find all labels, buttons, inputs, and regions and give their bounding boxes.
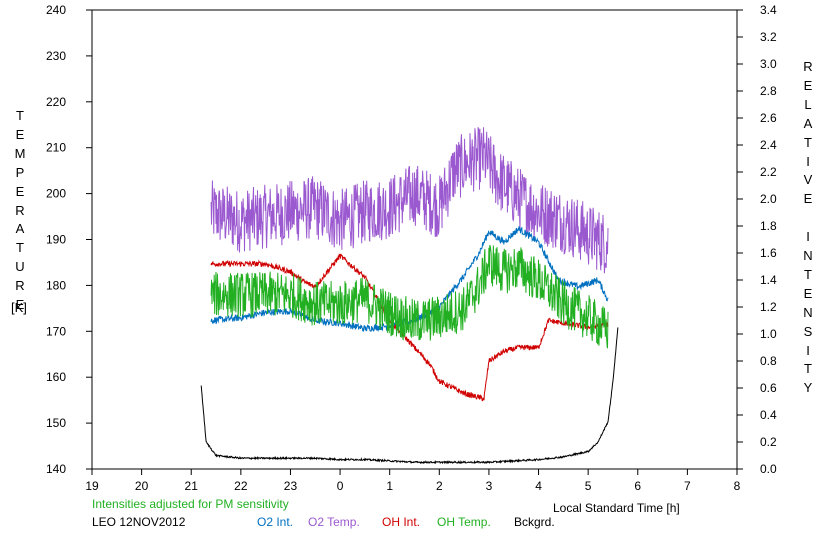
series-bckgrd bbox=[200, 327, 619, 465]
sensitivity-note: Intensities adjusted for PM sensitivity bbox=[92, 497, 289, 511]
right-tick-label: 0.4 bbox=[760, 408, 777, 422]
right-tick-label: 1.6 bbox=[760, 246, 777, 260]
right-tick-label: 0.2 bbox=[760, 435, 777, 449]
x-tick-label: 20 bbox=[135, 479, 149, 493]
right-title-letter: T bbox=[804, 266, 812, 282]
right-tick-label: 2.0 bbox=[760, 192, 777, 206]
left-tick-label: 230 bbox=[46, 49, 66, 63]
right-tick-label: 3.0 bbox=[760, 57, 777, 71]
left-axis-title: T E M P E R A T U R E bbox=[12, 107, 28, 315]
right-tick-label: 0.0 bbox=[760, 462, 777, 476]
left-tick-label: 220 bbox=[46, 95, 66, 109]
right-title-letter: V bbox=[803, 172, 813, 188]
left-title-letter: A bbox=[15, 221, 25, 237]
right-title-letter: E bbox=[803, 285, 813, 301]
right-title-letter: E bbox=[803, 77, 813, 93]
right-tick-label: 3.2 bbox=[760, 30, 777, 44]
right-title-letter: N bbox=[803, 248, 813, 264]
right-title-letter: R bbox=[803, 59, 813, 74]
left-tick-label: 150 bbox=[46, 416, 66, 430]
left-title-letter: E bbox=[15, 126, 25, 142]
left-tick-label: 190 bbox=[46, 233, 66, 247]
legend-oh-temp: OH Temp. bbox=[437, 515, 491, 529]
right-tick-label: 2.6 bbox=[760, 111, 777, 125]
left-tick-label: 170 bbox=[46, 324, 66, 338]
right-title-letter bbox=[800, 209, 816, 228]
right-title-letter: L bbox=[804, 96, 812, 112]
x-axis-title: Local Standard Time [h] bbox=[553, 501, 680, 515]
left-tick-label: 200 bbox=[46, 187, 66, 201]
right-tick-label: 0.6 bbox=[760, 381, 777, 395]
left-title-letter: E bbox=[15, 183, 25, 199]
x-tick-label: 6 bbox=[634, 479, 641, 493]
x-tick-label: 22 bbox=[234, 479, 248, 493]
x-tick-label: 0 bbox=[337, 479, 344, 493]
right-title-letter: E bbox=[803, 191, 813, 207]
right-title-letter: T bbox=[804, 134, 812, 150]
x-tick-label: 23 bbox=[284, 479, 298, 493]
legend-oh-int: OH Int. bbox=[382, 515, 420, 529]
x-tick-label: 8 bbox=[734, 479, 741, 493]
right-tick-label: 1.8 bbox=[760, 219, 777, 233]
right-title-letter: I bbox=[806, 342, 810, 358]
left-title-letter: T bbox=[16, 108, 24, 123]
left-title-letter: R bbox=[15, 278, 25, 294]
series-oh-temp bbox=[210, 244, 609, 349]
right-axis-title: R E L A T I V E I N T E N S I T Y bbox=[800, 58, 816, 398]
left-tick-label: 160 bbox=[46, 370, 66, 384]
x-tick-label: 1 bbox=[386, 479, 393, 493]
right-axis: 0.0 0.2 0.4 0.6 0.8 1.0 1.2 1.4 1.6 1.8 2.0 2.2 2.4 2… bbox=[737, 3, 777, 476]
x-tick-label: 19 bbox=[85, 479, 99, 493]
left-tick-label: 140 bbox=[46, 462, 66, 476]
right-title-letter: I bbox=[806, 153, 810, 169]
right-title-letter: I bbox=[806, 229, 810, 245]
left-axis: 140 150 160 170 180 190 200 210 220 230 240 bbox=[46, 3, 92, 476]
series-layer bbox=[200, 127, 619, 465]
x-tick-label: 21 bbox=[185, 479, 199, 493]
legend-bckgrd: Bckgrd. bbox=[514, 515, 555, 529]
right-title-letter: A bbox=[803, 115, 813, 131]
left-title-letter: M bbox=[14, 145, 26, 161]
right-tick-label: 2.8 bbox=[760, 84, 777, 98]
series-oh-int bbox=[210, 252, 609, 402]
right-tick-label: 2.2 bbox=[760, 165, 777, 179]
left-tick-label: 180 bbox=[46, 278, 66, 292]
right-tick-label: 1.0 bbox=[760, 327, 777, 341]
left-title-letter: T bbox=[16, 240, 24, 256]
left-title-letter: E bbox=[15, 297, 25, 313]
right-title-letter: S bbox=[803, 323, 813, 339]
x-tick-label: 4 bbox=[535, 479, 542, 493]
x-tick-label: 7 bbox=[684, 479, 691, 493]
left-tick-label: 210 bbox=[46, 141, 66, 155]
right-title-letter: N bbox=[803, 304, 813, 320]
right-tick-label: 0.8 bbox=[760, 354, 777, 368]
right-tick-label: 2.4 bbox=[760, 138, 777, 152]
legend-o2-int: O2 Int. bbox=[257, 515, 293, 529]
left-title-letter: P bbox=[15, 164, 25, 180]
right-tick-label: 1.4 bbox=[760, 273, 777, 287]
x-tick-label: 5 bbox=[585, 479, 592, 493]
left-tick-label: 240 bbox=[46, 3, 66, 17]
x-axis: 19 20 21 22 23 0 1 2 3 4 5 6 7 8 bbox=[85, 469, 741, 493]
station-date-label: LEO 12NOV2012 bbox=[92, 515, 186, 529]
x-tick-label: 2 bbox=[436, 479, 443, 493]
right-title-letter: Y bbox=[803, 380, 813, 396]
series-o2-temp bbox=[210, 127, 609, 274]
right-tick-label: 3.4 bbox=[760, 3, 777, 17]
right-title-letter: T bbox=[804, 361, 812, 377]
left-axis-unit: [K] bbox=[11, 300, 27, 315]
left-title-letter: R bbox=[15, 202, 25, 218]
left-title-letter: U bbox=[15, 259, 25, 275]
legend-o2-temp: O2 Temp. bbox=[308, 515, 360, 529]
right-tick-label: 1.2 bbox=[760, 300, 777, 314]
plot-frame bbox=[91, 9, 738, 470]
x-tick-label: 3 bbox=[486, 479, 493, 493]
